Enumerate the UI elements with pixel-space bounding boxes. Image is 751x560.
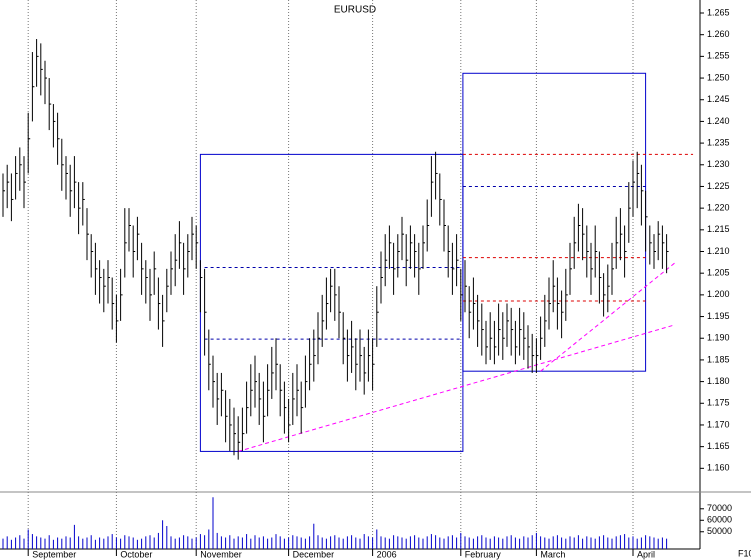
y-tick-label: 1.160 [707, 463, 730, 473]
trend-line [238, 324, 676, 452]
y-tick-label: 1.190 [707, 333, 730, 343]
trend-line [540, 262, 676, 372]
y-tick-label: 1.195 [707, 311, 730, 321]
y-tick-label: 1.225 [707, 181, 730, 191]
y-tick-label: 1.240 [707, 116, 730, 126]
corner-label: F10 [738, 548, 751, 558]
y-tick-label: 1.170 [707, 419, 730, 429]
x-tick-label: February [465, 549, 502, 559]
y-tick-label: 1.245 [707, 94, 730, 104]
x-tick-label: October [120, 549, 152, 559]
y-tick-label: 1.265 [707, 7, 730, 17]
y-tick-label: 1.260 [707, 29, 730, 39]
x-tick-label: April [637, 549, 655, 559]
y-tick-label: 1.165 [707, 441, 730, 451]
x-tick-label: November [200, 549, 242, 559]
y-tick-label: 1.255 [707, 51, 730, 61]
volume-tick-label: 60000 [707, 515, 732, 525]
chart-title: EURUSD [334, 5, 376, 16]
y-tick-label: 1.185 [707, 354, 730, 364]
x-tick-label: March [540, 549, 565, 559]
y-tick-label: 1.205 [707, 268, 730, 278]
y-tick-label: 1.210 [707, 246, 730, 256]
volume-tick-label: 50000 [707, 526, 732, 536]
y-tick-label: 1.180 [707, 376, 730, 386]
x-tick-label: September [32, 549, 76, 559]
x-tick-label: 2006 [377, 549, 397, 559]
y-tick-label: 1.200 [707, 289, 730, 299]
x-tick-label: December [293, 549, 335, 559]
y-tick-label: 1.230 [707, 159, 730, 169]
y-tick-label: 1.220 [707, 203, 730, 213]
y-tick-label: 1.250 [707, 72, 730, 82]
y-tick-label: 1.235 [707, 137, 730, 147]
y-tick-label: 1.215 [707, 224, 730, 234]
y-tick-label: 1.175 [707, 398, 730, 408]
volume-tick-label: 70000 [707, 503, 732, 513]
